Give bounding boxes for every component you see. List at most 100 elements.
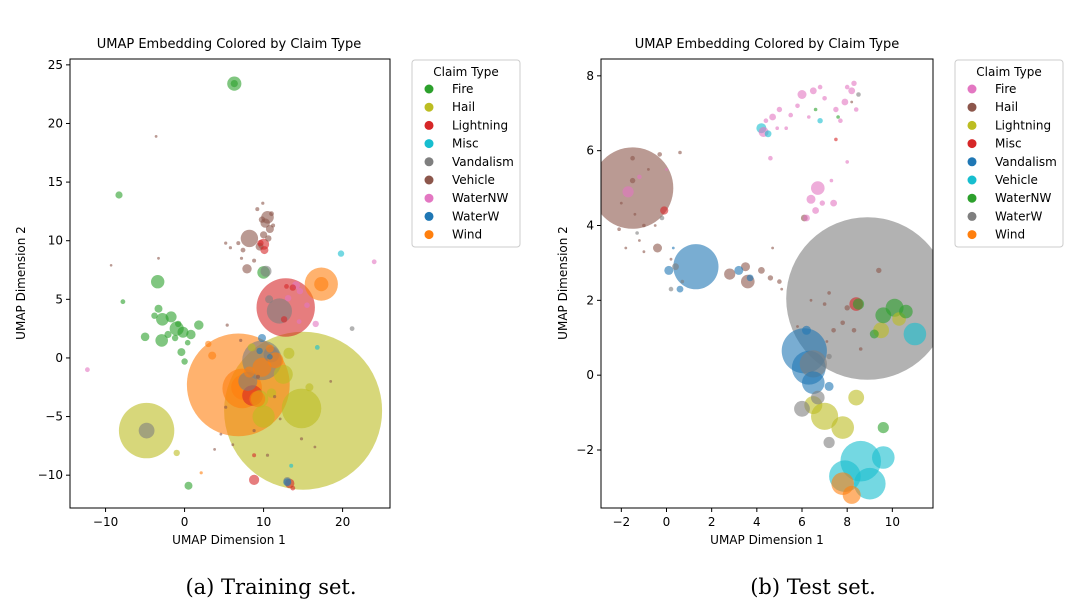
point-lightning <box>284 284 289 289</box>
legend-label: Misc <box>452 137 479 151</box>
point-vandalism <box>238 371 258 391</box>
point-hail <box>796 325 799 328</box>
point-hail <box>827 291 831 295</box>
legend-marker <box>967 211 977 221</box>
point-vehicle <box>157 256 160 260</box>
point-hail <box>305 383 314 392</box>
point-vehicle <box>255 207 260 212</box>
point-hail <box>283 347 295 359</box>
point-fire <box>853 107 859 112</box>
point-fire <box>763 118 769 123</box>
chart-title: UMAP Embedding Colored by Claim Type <box>635 37 900 52</box>
point-hail <box>669 257 673 261</box>
point-fire <box>181 358 188 365</box>
point-lightning <box>252 453 257 458</box>
legend-entries: Fire Hail Lightning Misc Vandalism Vehicle Wat… <box>424 82 514 242</box>
point-vehicle <box>273 395 277 399</box>
legend-marker <box>424 157 434 167</box>
x-axis-ticks: −2 0 2 4 6 8 10 <box>612 508 900 529</box>
point-lightning <box>831 416 854 439</box>
point-lightning <box>257 239 264 247</box>
point-hail <box>822 302 827 306</box>
point-vehicle <box>252 429 256 433</box>
point-fire <box>803 214 810 222</box>
point-vehicle <box>225 323 229 327</box>
x-tick-label: −10 <box>93 515 118 529</box>
point-fire <box>851 80 857 87</box>
x-tick-label: 8 <box>843 515 851 529</box>
point-fire <box>812 207 819 214</box>
point-lightning <box>280 316 288 323</box>
point-hail <box>780 287 784 291</box>
point-waternw <box>296 319 302 324</box>
point-vandalism <box>824 381 834 391</box>
point-fire <box>845 160 849 164</box>
point-vandalism <box>676 285 684 293</box>
point-wind <box>842 485 861 504</box>
point-lightning <box>249 474 260 485</box>
legend-label: Fire <box>452 82 473 96</box>
point-fire <box>177 348 186 357</box>
point-hail <box>653 243 662 253</box>
point-fire <box>811 181 825 195</box>
point-vehicle <box>261 201 265 205</box>
point-vehicle <box>313 445 317 449</box>
point-vehicle <box>240 229 259 248</box>
point-vandalism <box>802 371 825 395</box>
point-waternw <box>304 302 310 309</box>
point-lightning <box>260 246 269 255</box>
point-vehicle <box>299 437 304 441</box>
legend-marker <box>967 193 977 203</box>
legend-label: Vandalism <box>452 155 514 169</box>
point-hail <box>678 150 682 155</box>
point-wind <box>205 340 212 348</box>
point-hail <box>624 246 628 250</box>
point-vehicle <box>764 130 772 138</box>
point-fire <box>151 312 158 319</box>
legend-marker <box>424 230 434 240</box>
point-wind <box>208 351 217 360</box>
point-hail <box>638 239 641 242</box>
point-hail <box>173 449 180 457</box>
point-vehicle <box>854 467 886 500</box>
point-fire <box>194 320 204 330</box>
point-waternw <box>296 287 304 295</box>
point-fire <box>165 311 177 323</box>
point-fire <box>175 320 182 328</box>
point-waterw <box>258 334 266 342</box>
legend-marker <box>424 211 434 221</box>
legend-title: Claim Type <box>433 65 498 79</box>
legend: Claim Type Fire Hail Lightning Misc Vandalis… <box>411 59 521 248</box>
point-vehicle <box>269 211 274 217</box>
point-hail <box>777 279 782 284</box>
point-fire <box>819 200 825 206</box>
point-vandalism <box>671 246 675 250</box>
point-vehicle <box>872 446 895 469</box>
point-vandalism <box>138 422 155 439</box>
x-tick-label: 20 <box>335 515 350 529</box>
point-fire <box>784 126 788 130</box>
caption: (a) Training set. <box>185 575 356 599</box>
point-waternw <box>85 367 90 373</box>
legend-label: Misc <box>995 137 1022 151</box>
legend-label: WaterNW <box>452 191 508 205</box>
legend-frame <box>954 59 1064 248</box>
legend-label: WaterW <box>452 209 499 223</box>
point-waternw <box>899 304 913 319</box>
point-fire <box>776 106 783 113</box>
point-vehicle <box>258 216 266 223</box>
point-vehicle <box>213 448 217 451</box>
point-fire <box>164 330 172 339</box>
legend-title: Claim Type <box>976 65 1041 79</box>
point-fire <box>151 275 165 289</box>
point-fire <box>841 98 849 106</box>
point-waterw <box>811 390 825 405</box>
legend-label: WaterNW <box>995 191 1051 205</box>
legend-marker <box>967 102 977 112</box>
x-axis-label: UMAP Dimension 1 <box>710 533 824 547</box>
point-waterw <box>635 231 639 235</box>
y-axis-label: UMAP Dimension 2 <box>556 226 570 340</box>
point-hail <box>809 298 813 302</box>
x-tick-label: −2 <box>612 515 630 529</box>
point-vehicle <box>154 135 158 138</box>
